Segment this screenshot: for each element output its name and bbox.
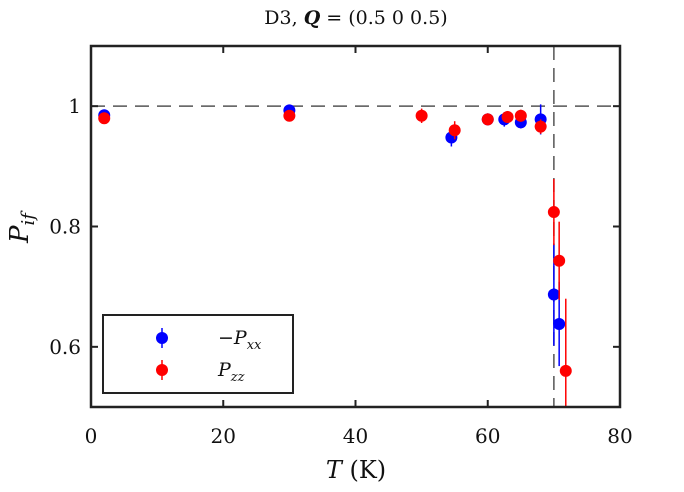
chart-title-rest: = (0.5 0 0.5) — [320, 7, 447, 29]
legend-label-pzz-sub: zz — [230, 370, 245, 385]
data-point — [534, 120, 547, 133]
y-tick-label: 0.6 — [49, 335, 81, 359]
x-tick-label: 80 — [607, 424, 632, 448]
data-point — [283, 109, 296, 122]
y-axis-label: Pif — [5, 210, 39, 244]
data-point — [547, 206, 560, 219]
legend-marker-pzz — [156, 364, 168, 376]
data-point — [514, 109, 527, 122]
y-tick-label: 1 — [68, 94, 81, 118]
data-point — [415, 109, 428, 122]
y-tick-label: 0.8 — [49, 215, 81, 239]
x-tick-label: 40 — [343, 424, 368, 448]
legend: −Pxx Pzz — [102, 314, 294, 394]
data-point — [559, 364, 572, 377]
legend-box — [102, 314, 294, 394]
data-point — [547, 288, 560, 301]
x-tick-label: 20 — [211, 424, 236, 448]
legend-label-pxx-sign: − — [218, 327, 234, 349]
data-point — [553, 317, 566, 330]
y-axis-label-base: P — [5, 225, 35, 244]
series-pzz — [98, 108, 572, 407]
x-tick-label: 60 — [475, 424, 500, 448]
legend-label-pzz-base: P — [217, 359, 232, 381]
legend-label-pxx-sub: xx — [247, 338, 262, 353]
x-axis-label: T (K) — [326, 456, 386, 484]
legend-marker-pxx — [156, 332, 168, 344]
data-point — [98, 112, 111, 125]
chart-title-q: Q — [304, 7, 321, 29]
x-axis-label-unit: (K) — [342, 456, 386, 484]
chart-title-prefix: D3, — [264, 7, 303, 29]
data-point — [553, 254, 566, 267]
chart-title: D3, Q = (0.5 0 0.5) — [264, 7, 447, 29]
x-axis-label-var: T — [326, 456, 344, 484]
y-axis-label-sub: if — [18, 210, 39, 226]
legend-label-pzz: Pzz — [217, 359, 245, 385]
data-point — [448, 124, 461, 137]
data-point — [501, 110, 514, 123]
legend-label-pxx-base: P — [233, 327, 248, 349]
legend-label-pxx: −Pxx — [218, 327, 262, 353]
x-tick-label: 0 — [85, 424, 98, 448]
data-point — [481, 113, 494, 126]
